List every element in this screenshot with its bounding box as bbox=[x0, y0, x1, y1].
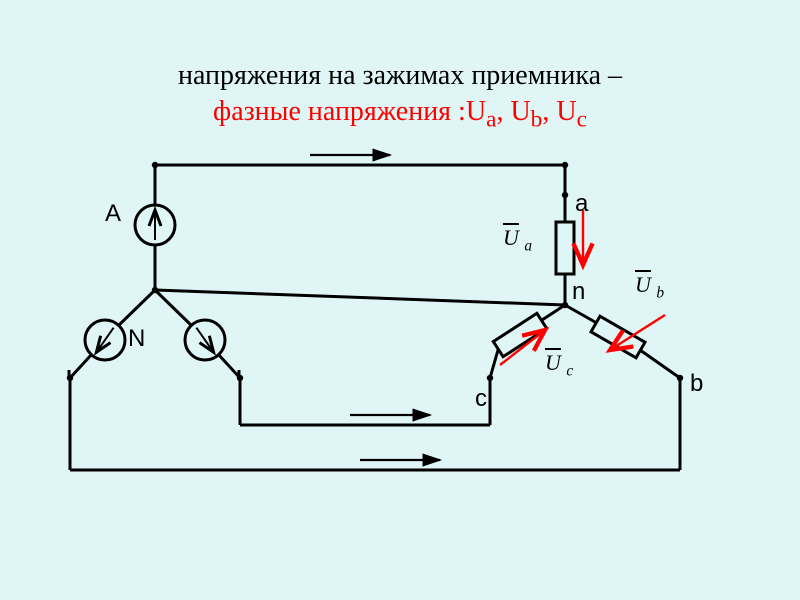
node-label: b bbox=[690, 370, 703, 398]
voltage-label: U a bbox=[503, 225, 532, 255]
title-line-2-symbols: Ua, Ub, Uc bbox=[466, 96, 587, 127]
node-label: n bbox=[572, 278, 585, 306]
title-line-2-prefix: фазные напряжения : bbox=[213, 96, 466, 127]
voltage-label: U b bbox=[635, 272, 664, 302]
node-label: A bbox=[105, 200, 121, 228]
node-label: N bbox=[128, 325, 145, 353]
node-label: c bbox=[475, 385, 487, 413]
voltage-label: U c bbox=[545, 350, 573, 380]
title-line-2: фазные напряжения :Ua, Ub, Uc bbox=[0, 96, 800, 134]
title-line-1: напряжения на зажимах приемника – bbox=[0, 60, 800, 92]
node-label: a bbox=[575, 190, 588, 218]
